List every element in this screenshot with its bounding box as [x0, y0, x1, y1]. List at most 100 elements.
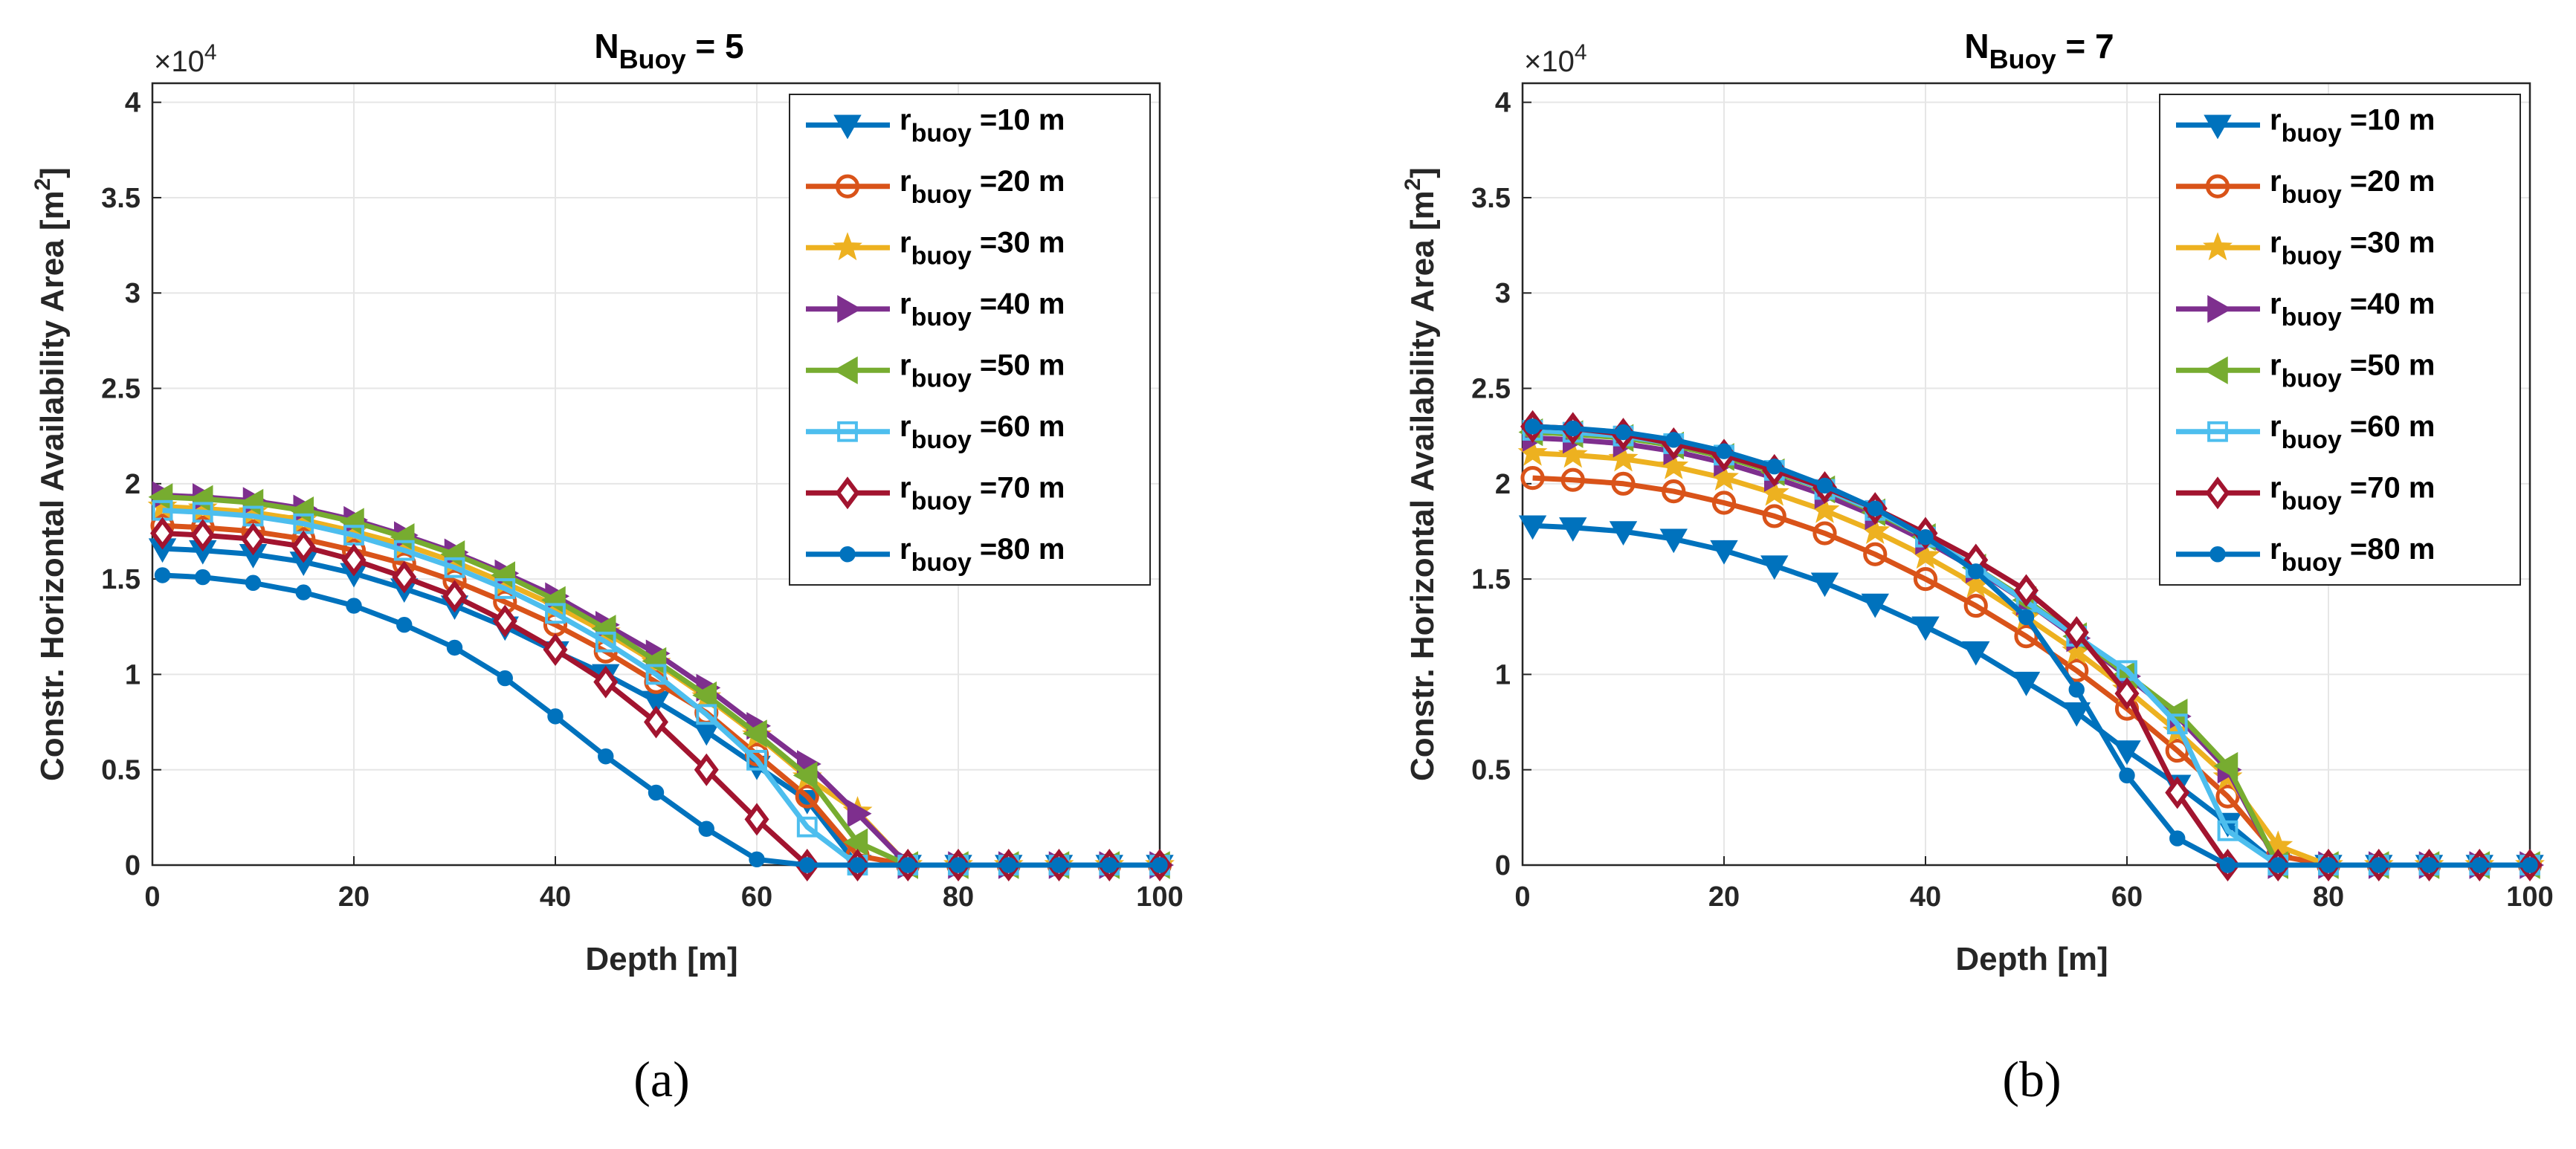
data-point	[2064, 615, 2089, 649]
data-point	[1050, 857, 1068, 873]
data-point	[2062, 702, 2091, 727]
y-tick-label: 0	[1495, 850, 1511, 881]
chart-title: NBuoy = 7	[1964, 27, 2114, 74]
legend-item: rbuoy =10 m	[2176, 103, 2435, 147]
legend-label: rbuoy =40 m	[900, 288, 1065, 331]
y-tick-label: 4	[125, 88, 141, 119]
data-point	[1557, 439, 1588, 468]
x-tick-label: 40	[1910, 881, 1941, 913]
data-point	[497, 670, 513, 687]
data-point	[644, 705, 668, 739]
y-tick-label: 1	[125, 659, 141, 690]
panel-label: (b)	[2002, 1051, 2061, 1107]
data-point	[289, 496, 314, 525]
data-point	[1810, 572, 1839, 598]
data-point	[444, 557, 465, 578]
series-8	[154, 567, 1168, 873]
x-tick-label: 0	[1514, 881, 1530, 913]
legend-label: rbuoy =40 m	[2270, 288, 2435, 331]
data-point	[393, 540, 415, 561]
data-point	[2068, 682, 2085, 698]
chart-panel-2: 0 20 40 60 80 100 0 0.5 1 1.5 2 2.5 3 3.5 4 ×104 NBuoy =…	[1401, 27, 2554, 1107]
series-8	[1524, 418, 2538, 873]
legend-label: rbuoy =10 m	[2270, 103, 2435, 147]
legend-label: rbuoy =70 m	[2270, 471, 2435, 515]
y-tick-label: 0.5	[101, 755, 141, 786]
data-point	[492, 604, 517, 638]
data-point	[1766, 459, 1783, 475]
data-point	[2205, 174, 2230, 198]
data-point	[950, 857, 966, 873]
data-point	[1710, 540, 1738, 565]
y-tick-label: 1.5	[1471, 564, 1511, 595]
data-point	[2217, 820, 2238, 841]
legend-item: rbuoy =30 m	[2176, 226, 2435, 270]
data-point	[833, 114, 862, 140]
data-point	[1760, 555, 1789, 580]
data-point	[2371, 857, 2387, 873]
y-tick-label: 2.5	[1471, 374, 1511, 405]
data-point	[2114, 677, 2140, 711]
legend-label: rbuoy =60 m	[900, 410, 1065, 454]
data-point	[150, 517, 175, 550]
data-point	[239, 488, 264, 517]
legend-label: rbuoy =80 m	[900, 533, 1065, 577]
data-point	[1608, 443, 1639, 472]
y-tick-label: 3.5	[101, 183, 141, 214]
data-point	[591, 615, 616, 643]
data-point	[2522, 857, 2538, 873]
data-point	[2014, 624, 2038, 649]
data-point	[849, 857, 866, 873]
data-point	[547, 708, 564, 725]
data-point	[2207, 421, 2228, 442]
panel-label: (a)	[633, 1051, 689, 1107]
data-point	[1001, 857, 1017, 873]
x-tick-label: 20	[338, 881, 369, 913]
data-point	[1911, 616, 1940, 641]
data-point	[2471, 857, 2488, 873]
data-point	[2119, 767, 2135, 784]
x-tick-label: 60	[741, 881, 772, 913]
legend-label: rbuoy =60 m	[2270, 410, 2435, 454]
x-tick-label: 20	[1708, 881, 1740, 913]
data-point	[796, 816, 818, 838]
legend-item: rbuoy =40 m	[2176, 288, 2435, 331]
data-point	[1520, 466, 1545, 491]
data-point	[2018, 609, 2035, 626]
data-point	[190, 519, 216, 552]
data-point	[645, 664, 667, 685]
data-point	[245, 574, 262, 591]
x-axis-label: Depth [m]	[1955, 941, 2108, 977]
x-tick-label: 0	[144, 881, 160, 913]
x-tick-label: 100	[2506, 881, 2553, 913]
data-point	[1659, 528, 1688, 554]
data-point	[442, 580, 467, 613]
legend-label: rbuoy =30 m	[900, 226, 1065, 270]
data-point	[1860, 515, 1891, 544]
y-tick-label: 2	[125, 469, 141, 500]
y-tick-label: 4	[1495, 88, 1511, 119]
data-point	[2421, 857, 2438, 873]
data-point	[2270, 857, 2286, 873]
legend-label: rbuoy =50 m	[900, 349, 1065, 392]
legend-label: rbuoy =80 m	[2270, 533, 2435, 577]
data-point	[1867, 500, 1883, 517]
data-point	[2213, 751, 2238, 780]
data-point	[1524, 418, 1541, 435]
data-point	[195, 569, 211, 586]
legend: rbuoy =10 m rbuoy =20 m rbuoy =30 m rbuoy =…	[2159, 94, 2521, 586]
data-point	[2215, 784, 2240, 809]
data-point	[694, 753, 719, 786]
data-point	[746, 749, 767, 771]
data-point	[2166, 713, 2188, 735]
data-point	[1762, 504, 1786, 528]
legend-item: rbuoy =80 m	[806, 533, 1065, 577]
data-point	[839, 546, 856, 563]
data-point	[2012, 671, 2041, 696]
data-point	[835, 476, 860, 510]
data-point	[835, 174, 860, 198]
data-point	[2320, 857, 2337, 873]
data-point	[744, 803, 769, 836]
data-point	[1517, 437, 1548, 466]
data-point	[339, 508, 364, 536]
